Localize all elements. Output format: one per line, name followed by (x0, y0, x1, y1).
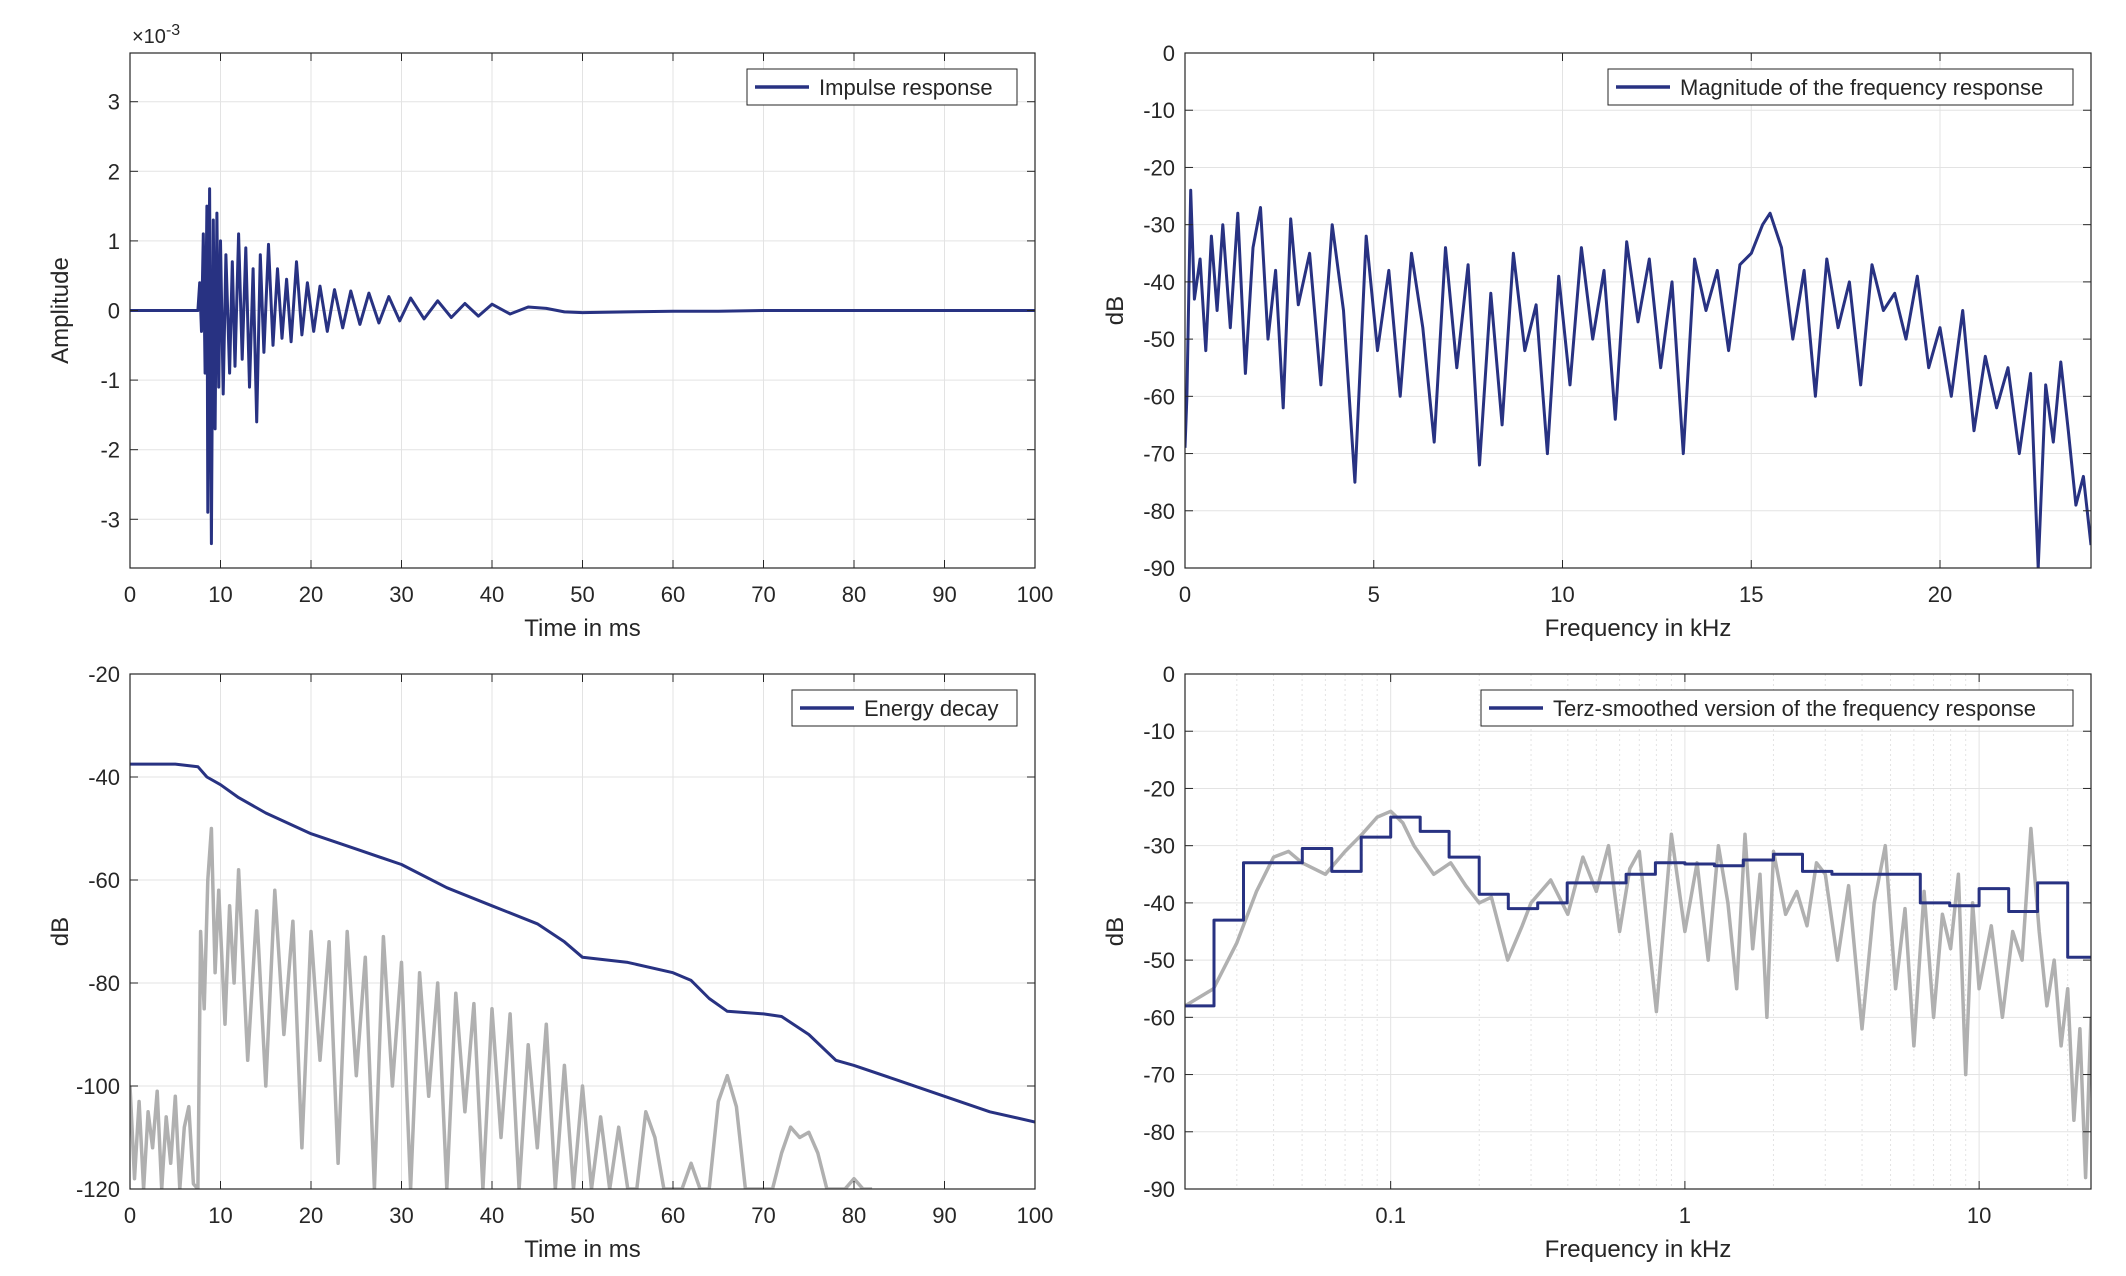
y-tick-label: -40 (1143, 891, 1175, 916)
legend-box (1480, 689, 2074, 727)
x-tick-label: 20 (1928, 582, 1952, 607)
y-tick-label: 0 (1163, 41, 1175, 66)
y-tick-label: -30 (1143, 834, 1175, 859)
x-tick-label: 50 (570, 582, 594, 607)
x-tick-label: 30 (389, 1203, 413, 1228)
legend: Energy decay (791, 689, 1018, 727)
panel-terz: 0.1 1 10 0 -10 -20 -30 -40 -50 -60 -70 -80 -90 Freque… (1102, 662, 2092, 1263)
x-tick-label: 70 (751, 1203, 775, 1228)
x-tick-label: 0 (124, 1203, 136, 1228)
y-tick-label: -30 (1143, 213, 1175, 238)
series-line-1 (130, 762, 1035, 1124)
legend-label: Impulse response (819, 75, 993, 100)
y-tick-label: -60 (1143, 1005, 1175, 1030)
y-tick-label: -100 (76, 1074, 120, 1099)
y-tick-label: -2 (100, 438, 120, 463)
x-tick-label: 90 (932, 582, 956, 607)
x-tick-label: 30 (389, 582, 413, 607)
x-tick-label: 10 (208, 582, 232, 607)
y-tick-label: -90 (1143, 556, 1175, 581)
x-axis-label: Frequency in kHz (1545, 615, 1732, 642)
y-tick-label: -40 (1143, 270, 1175, 295)
x-tick-label: 20 (299, 582, 323, 607)
x-tick-label: 10 (1550, 582, 1574, 607)
legend-box (1607, 68, 2074, 106)
x-tick-label: 1 (1679, 1203, 1691, 1228)
y-tick-label: -90 (1143, 1177, 1175, 1202)
series-line-0 (130, 187, 1035, 546)
y-tick-label: -20 (88, 662, 120, 687)
legend-label: Terz-smoothed version of the frequency r… (1553, 696, 2036, 721)
y-tick-label: -80 (88, 971, 120, 996)
y-tick-label: -120 (76, 1177, 120, 1202)
series-line-0 (130, 826, 873, 1189)
y-tick-label: -80 (1143, 499, 1175, 524)
x-tick-label: 20 (299, 1203, 323, 1228)
legend: Impulse response (746, 68, 1018, 106)
legend: Terz-smoothed version of the frequency r… (1480, 689, 2074, 727)
x-tick-label: 40 (480, 1203, 504, 1228)
y-axis-label: dB (47, 917, 74, 946)
x-tick-label: 10 (1967, 1203, 1991, 1228)
x-tick-label: 40 (480, 582, 504, 607)
x-tick-label: 80 (842, 1203, 866, 1228)
legend-label: Energy decay (864, 696, 999, 721)
y-tick-label: -20 (1143, 776, 1175, 801)
x-tick-label: 100 (1017, 1203, 1054, 1228)
x-tick-label: 0 (1179, 582, 1191, 607)
x-axis-label: Time in ms (524, 615, 640, 642)
x-tick-label: 5 (1368, 582, 1380, 607)
y-tick-label: 0 (108, 299, 120, 324)
x-axis-label: Frequency in kHz (1545, 1236, 1732, 1263)
y-axis-label: dB (1102, 296, 1129, 325)
series-line-1 (1185, 815, 2091, 1008)
y-tick-label: -80 (1143, 1120, 1175, 1145)
axes-box (1184, 52, 2092, 569)
axes-box (1184, 673, 2092, 1190)
legend-label: Magnitude of the frequency response (1680, 75, 2043, 100)
x-tick-label: 80 (842, 582, 866, 607)
x-tick-label: 0 (124, 582, 136, 607)
x-tick-label: 50 (570, 1203, 594, 1228)
x-tick-label: 60 (661, 582, 685, 607)
y-tick-label: -3 (100, 507, 120, 532)
plot-area (1185, 674, 2091, 1189)
x-tick-label: 0.1 (1375, 1203, 1406, 1228)
y-tick-label: -20 (1143, 155, 1175, 180)
x-axis-label: Time in ms (524, 1236, 640, 1263)
y-tick-label: 1 (108, 229, 120, 254)
y-tick-label: -60 (88, 868, 120, 893)
y-tick-label: -50 (1143, 327, 1175, 352)
y-tick-label: 0 (1163, 662, 1175, 687)
y-exponent-power: -3 (166, 22, 180, 39)
y-tick-label: -50 (1143, 948, 1175, 973)
y-tick-label: -40 (88, 765, 120, 790)
panels: 0 10 20 30 40 50 60 70 80 90 100-3-2-10123×10-3Tim… (47, 22, 2092, 1263)
x-tick-label: 60 (661, 1203, 685, 1228)
x-tick-label: 15 (1739, 582, 1763, 607)
y-tick-label: -1 (100, 368, 120, 393)
y-tick-label: 3 (108, 90, 120, 115)
y-axis-label: dB (1102, 917, 1129, 946)
x-tick-label: 90 (932, 1203, 956, 1228)
y-tick-label: -10 (1143, 98, 1175, 123)
panel-magnitude: 0 5 10 15 20 0 -10 -20 -30 -40 -50 -60 -70 -80 -90 Freq… (1102, 41, 2092, 642)
y-tick-label: -70 (1143, 442, 1175, 467)
plot-area (1185, 53, 2091, 568)
y-tick-label: -10 (1143, 719, 1175, 744)
y-tick-label: -60 (1143, 384, 1175, 409)
x-tick-label: 100 (1017, 582, 1054, 607)
series-line-0 (1185, 188, 2091, 568)
y-tick-label: 2 (108, 159, 120, 184)
panel-energy: 0 10 20 30 40 50 60 70 80 90 100 -20 -40 -60 -80 -100 -1… (47, 662, 1053, 1263)
x-tick-label: 10 (208, 1203, 232, 1228)
legend: Magnitude of the frequency response (1607, 68, 2074, 106)
series-line-0 (1185, 809, 2091, 1180)
y-tick-label: -70 (1143, 1063, 1175, 1088)
x-tick-label: 70 (751, 582, 775, 607)
panel-impulse: 0 10 20 30 40 50 60 70 80 90 100-3-2-10123×10-3Tim… (47, 22, 1053, 642)
y-axis-label: Amplitude (47, 257, 74, 364)
